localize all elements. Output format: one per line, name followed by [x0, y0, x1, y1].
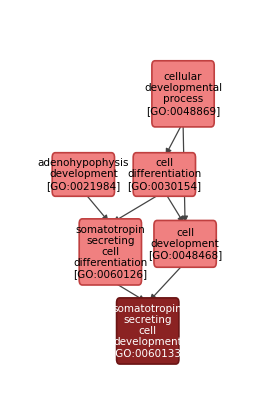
- Text: cell
differentiation
[GO:0030154]: cell differentiation [GO:0030154]: [127, 158, 202, 191]
- FancyBboxPatch shape: [79, 219, 142, 285]
- FancyBboxPatch shape: [154, 220, 216, 267]
- Text: adenohypophysis
development
[GO:0021984]: adenohypophysis development [GO:0021984]: [38, 158, 129, 191]
- FancyBboxPatch shape: [133, 153, 196, 196]
- Text: cell
development
[GO:0048468]: cell development [GO:0048468]: [148, 228, 222, 260]
- Text: somatotropin
secreting
cell
differentiation
[GO:0060126]: somatotropin secreting cell differentiat…: [73, 225, 147, 279]
- FancyBboxPatch shape: [152, 61, 214, 127]
- Text: somatotropin
secreting
cell
development
[GO:0060133]: somatotropin secreting cell development …: [111, 304, 185, 358]
- FancyBboxPatch shape: [52, 153, 114, 196]
- FancyBboxPatch shape: [117, 298, 179, 364]
- Text: cellular
developmental
process
[GO:0048869]: cellular developmental process [GO:00488…: [144, 72, 222, 116]
